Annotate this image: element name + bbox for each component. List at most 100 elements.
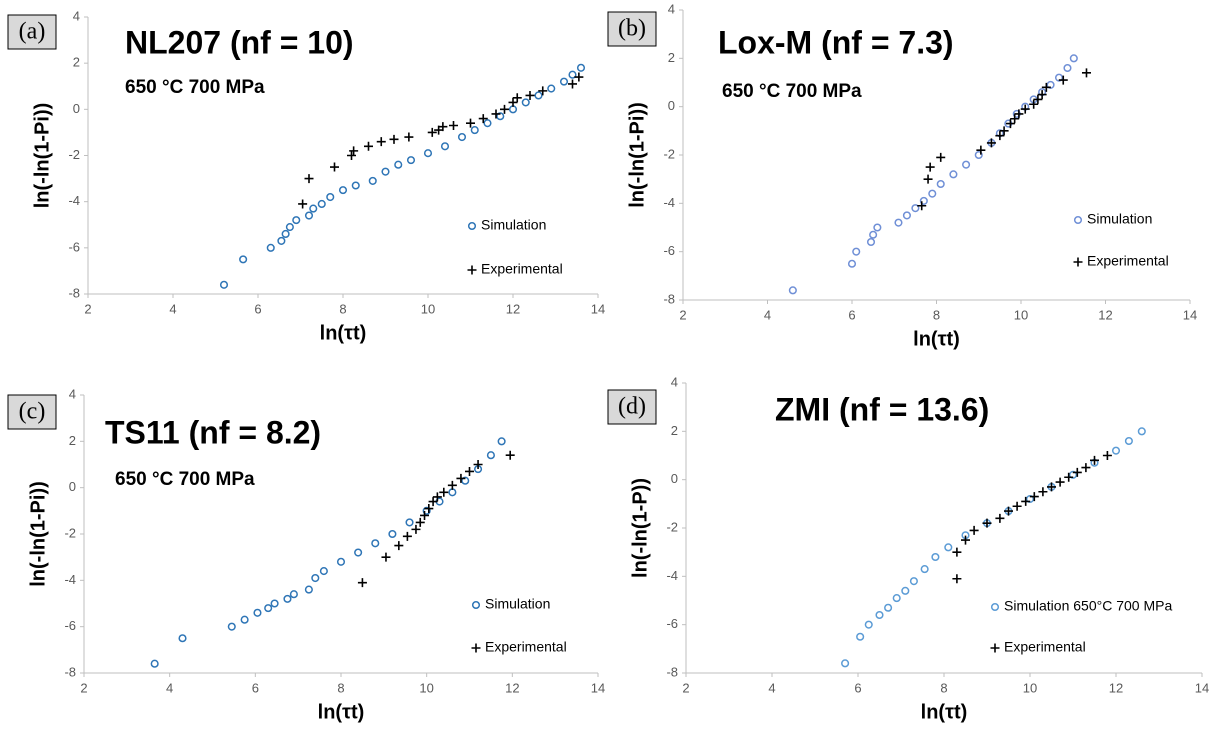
simulation-point [931, 552, 940, 562]
y-tick-label: -6 [666, 616, 678, 631]
simulation-point [266, 243, 275, 252]
experimental-point [508, 97, 518, 107]
simulation-point [277, 236, 286, 245]
y-tick-label: -2 [666, 519, 678, 534]
experimental-point [982, 518, 992, 528]
simulation-point [902, 211, 911, 220]
panel: -8 -6 -4 -2 0 2 4 2 4 6 8 10 12 14 ln(τt) ln(-ln(1-P)) (… [607, 374, 1209, 723]
legend-label: Simulation 650°C 700 MPa [1004, 598, 1172, 614]
experimental-point [952, 574, 962, 584]
simulation-point [336, 557, 346, 566]
simulation-point [944, 543, 953, 552]
simulation-point [240, 615, 249, 624]
experimental-point [568, 79, 577, 89]
simulation-point [1111, 446, 1121, 455]
panel-label-box [607, 11, 657, 47]
simulation-point [894, 218, 903, 227]
simulation-point [388, 529, 397, 539]
simulation-point [928, 189, 937, 198]
y-tick-label: 4 [668, 1, 675, 16]
x-tick-label: 10 [1023, 680, 1037, 695]
experimental-point [381, 552, 391, 562]
simulation-point [521, 98, 530, 107]
x-tick-label: 2 [80, 680, 87, 695]
experimental-point [404, 132, 414, 142]
experimental-point [439, 487, 449, 497]
experimental-point [438, 122, 448, 132]
chart-title: NL207 (nf = 10) [125, 24, 354, 60]
experimental-point [330, 162, 339, 172]
x-tick-label: 14 [1195, 680, 1209, 695]
simulation-point [864, 620, 873, 629]
simulation-point [253, 608, 262, 617]
y-tick-label: 2 [671, 423, 678, 438]
simulation-point [936, 179, 945, 189]
simulation-point [576, 63, 586, 72]
x-tick-label: 8 [933, 307, 940, 322]
panel: -8 -6 -4 -2 0 2 4 2 4 6 8 10 12 14 ln(τt) ln(-ln(1-Pi))… [7, 8, 605, 344]
simulation-point [292, 216, 301, 225]
experimental-point [427, 127, 437, 137]
experimental-point [505, 450, 515, 460]
simulation-point [847, 259, 857, 268]
experimental-point [1037, 90, 1047, 100]
simulation-point [496, 112, 505, 121]
y-tick-label: -2 [64, 525, 76, 540]
legend-marker [467, 221, 477, 231]
legend-label: Simulation [485, 596, 550, 612]
experimental-point [466, 118, 475, 128]
y-tick-label: 0 [73, 101, 80, 116]
y-tick-label: 4 [73, 8, 80, 23]
simulation-point [1063, 63, 1072, 73]
legend-marker [990, 643, 1000, 653]
experimental-point [936, 152, 946, 162]
x-tick-label: 14 [591, 301, 605, 316]
legend-label: Experimental [1004, 639, 1086, 655]
simulation-point [319, 567, 328, 576]
experimental-point [995, 131, 1005, 141]
experimental-point [923, 174, 933, 184]
experimental-point [999, 126, 1009, 136]
simulation-point [508, 105, 518, 114]
simulation-point [270, 599, 279, 608]
y-tick-label: 0 [671, 471, 678, 486]
simulation-point [920, 565, 929, 574]
experimental-point [456, 473, 466, 483]
experimental-point [986, 138, 996, 148]
simulation-point [911, 204, 920, 213]
y-tick-label: -2 [663, 146, 675, 161]
simulation-point [547, 84, 556, 93]
simulation-point [283, 594, 292, 603]
experimental-point [1102, 451, 1112, 460]
experimental-point [473, 460, 483, 469]
experimental-point [1012, 501, 1022, 511]
experimental-point [411, 524, 421, 534]
simulation-point [311, 573, 320, 583]
x-tick-label: 6 [848, 307, 855, 322]
experimental-point [538, 86, 548, 96]
experimental-point [525, 90, 535, 100]
simulation-point [394, 160, 403, 169]
y-tick-label: -4 [663, 195, 675, 210]
simulation-point [497, 437, 506, 446]
y-axis-label: ln(-ln(1-P)) [629, 478, 651, 578]
experimental-point [1064, 472, 1074, 482]
simulation-point [440, 142, 450, 151]
experimental-point [1047, 482, 1056, 492]
experimental-point [347, 151, 356, 160]
simulation-point [559, 77, 569, 86]
simulation-point [852, 247, 861, 256]
experimental-point [364, 141, 373, 151]
x-tick-label: 6 [854, 680, 861, 695]
simulation-point [219, 280, 229, 289]
simulation-point [866, 237, 876, 247]
experimental-point [1081, 68, 1091, 78]
experimental-point [449, 120, 458, 130]
chart-title: TS11 (nf = 8.2) [105, 414, 321, 450]
simulation-point [1068, 470, 1078, 479]
simulation-point [884, 603, 893, 612]
y-tick-label: -6 [64, 618, 76, 633]
simulation-point [788, 286, 797, 295]
y-axis-label: ln(-ln(1-Pi)) [626, 102, 648, 208]
